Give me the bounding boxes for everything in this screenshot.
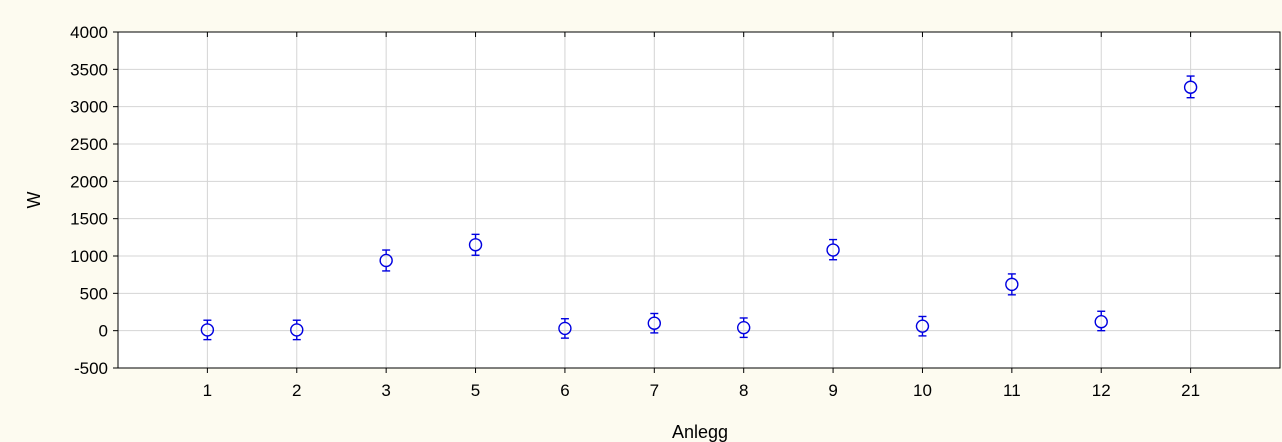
y-tick-label: 1000 [70, 247, 108, 266]
y-tick-label: 1500 [70, 210, 108, 229]
y-tick-label: 2500 [70, 135, 108, 154]
data-marker [736, 320, 751, 335]
y-tick-label: 3500 [70, 60, 108, 79]
data-marker [1094, 315, 1108, 329]
x-tick-label: 6 [560, 381, 569, 400]
x-axis-label: Anlegg [672, 422, 728, 442]
data-marker [290, 323, 304, 337]
data-point-2 [290, 319, 304, 341]
grid [118, 31, 1280, 369]
data-points [200, 75, 1198, 341]
x-tick-label: 11 [1003, 381, 1021, 400]
data-marker [200, 323, 215, 337]
x-tick-label: 1 [203, 381, 212, 400]
data-marker [558, 321, 572, 336]
data-marker [915, 319, 930, 333]
x-tick-label: 5 [471, 381, 480, 400]
data-point-11 [1005, 273, 1019, 296]
x-tick-label: 2 [292, 381, 301, 400]
data-point-6 [558, 318, 572, 339]
data-point-10 [915, 315, 930, 337]
y-tick-label: 0 [99, 322, 108, 341]
x-tick-label: 3 [381, 381, 390, 400]
data-marker [647, 316, 662, 330]
plot-area [118, 32, 1280, 368]
y-tick-label: 500 [80, 284, 108, 303]
data-point-7 [647, 312, 662, 334]
data-point-21 [1183, 75, 1198, 99]
data-marker [1005, 277, 1019, 292]
data-point-5 [468, 233, 483, 256]
data-point-12 [1094, 310, 1108, 332]
x-tick-label: 7 [650, 381, 659, 400]
x-tick-label: 9 [828, 381, 837, 400]
data-marker [379, 253, 393, 268]
x-tick-label: 21 [1181, 381, 1200, 400]
x-tick-label: 10 [913, 381, 932, 400]
data-marker [1183, 80, 1198, 94]
x-tick-label: 8 [739, 381, 748, 400]
plot-frame [117, 31, 1281, 369]
data-point-1 [200, 319, 215, 341]
data-point-3 [379, 249, 393, 272]
y-axis-label: W [24, 192, 44, 209]
y-tick-labels: -500 0 500 1000 1500 2000 2500 3000 3500 4000 [70, 23, 108, 378]
x-tick-label: 12 [1092, 381, 1111, 400]
x-tick-labels: 1 2 3 5 6 7 8 9 10 11 12 21 [203, 381, 1200, 400]
y-tick-label: 3000 [70, 98, 108, 117]
data-marker [468, 238, 483, 252]
axes [113, 31, 1281, 373]
y-tick-label: -500 [74, 359, 108, 378]
data-marker [826, 243, 840, 257]
y-tick-label: 2000 [70, 172, 108, 191]
data-point-9 [826, 238, 840, 261]
y-tick-label: 4000 [70, 23, 108, 42]
data-point-8 [736, 317, 751, 339]
